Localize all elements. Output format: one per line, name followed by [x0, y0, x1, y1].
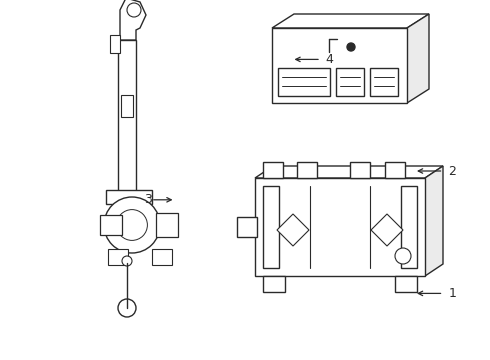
Circle shape	[104, 197, 160, 253]
Polygon shape	[277, 214, 309, 246]
Bar	[263, 162, 283, 178]
Bar	[156, 213, 178, 237]
Polygon shape	[371, 214, 403, 246]
Polygon shape	[407, 14, 429, 103]
Bar	[336, 68, 364, 96]
Bar	[237, 217, 257, 237]
Text: 3: 3	[145, 193, 152, 206]
Polygon shape	[255, 166, 443, 178]
Bar	[370, 68, 398, 96]
Bar	[100, 215, 122, 235]
Bar	[278, 68, 330, 96]
Bar	[350, 162, 370, 178]
Bar	[401, 186, 417, 268]
Bar	[395, 276, 417, 292]
Text: 1: 1	[448, 287, 456, 300]
Bar	[272, 28, 407, 103]
Polygon shape	[425, 166, 443, 276]
Bar	[385, 162, 405, 178]
Polygon shape	[120, 0, 146, 40]
Circle shape	[127, 3, 141, 17]
Bar	[263, 186, 279, 268]
Polygon shape	[272, 14, 429, 28]
Bar	[110, 35, 120, 53]
Text: 2: 2	[448, 165, 456, 177]
Bar	[297, 162, 317, 178]
Circle shape	[395, 248, 411, 264]
Bar	[121, 95, 133, 117]
Bar	[263, 276, 285, 292]
Circle shape	[347, 43, 355, 51]
Bar	[108, 249, 128, 265]
Bar	[118, 40, 136, 195]
Circle shape	[117, 210, 147, 240]
Text: 4: 4	[326, 53, 334, 66]
Bar	[152, 249, 172, 265]
Bar	[106, 190, 152, 204]
Circle shape	[118, 299, 136, 317]
Bar	[255, 178, 425, 276]
Circle shape	[122, 256, 132, 266]
